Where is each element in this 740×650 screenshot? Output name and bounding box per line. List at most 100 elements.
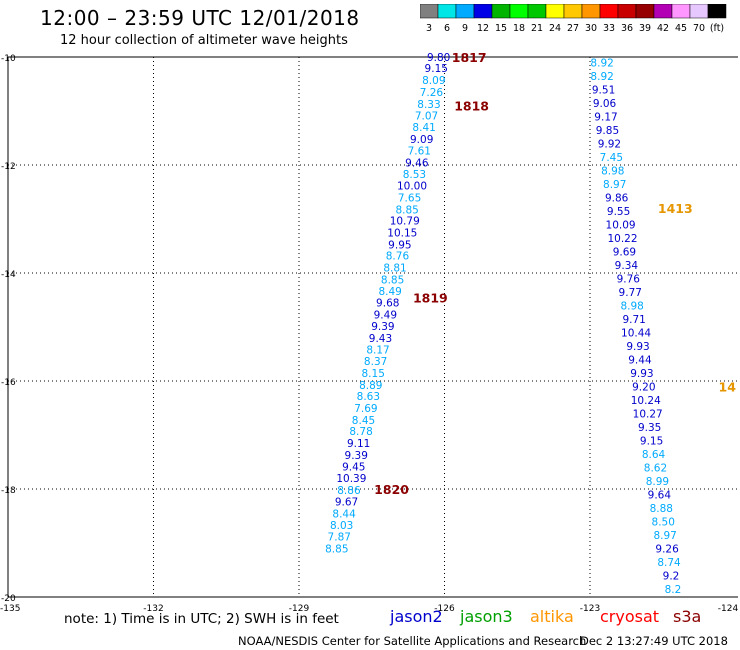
wave-height-value: 8.74 — [657, 557, 681, 569]
wave-height-value: 8.17 — [366, 345, 389, 357]
wave-height-value: 10.00 — [397, 181, 427, 193]
color-label: 27 — [567, 23, 579, 34]
wave-height-value: 9.55 — [607, 206, 630, 218]
wave-height-value: 8.44 — [332, 508, 356, 520]
y-tick-label: -16 — [1, 378, 16, 388]
color-label: 42 — [657, 23, 669, 34]
wave-height-value: 9.15 — [425, 63, 448, 75]
wave-height-value: 8.85 — [381, 274, 404, 286]
wave-height-value: 7.69 — [354, 403, 377, 415]
wave-height-value: 8.81 — [383, 263, 406, 275]
pass-time-label: 1413 — [658, 201, 693, 216]
chart-subtitle: 12 hour collection of altimeter wave hei… — [60, 33, 348, 48]
wave-height-value: 10.27 — [633, 408, 663, 420]
wave-height-value: 9.93 — [626, 341, 649, 353]
wave-height-value: 9.80 — [427, 52, 450, 64]
wave-height-value: 10.22 — [607, 233, 637, 245]
x-tick-label: -132 — [143, 604, 163, 614]
wave-height-value: 8.92 — [590, 57, 613, 69]
legend-cryosat: cryosat — [600, 607, 660, 626]
color-label: 6 — [444, 23, 450, 34]
wave-height-value: 7.61 — [408, 145, 431, 157]
wave-height-value: 9.44 — [628, 354, 652, 366]
color-label: 30 — [585, 23, 597, 34]
wave-height-value: 8.78 — [349, 426, 372, 438]
wave-height-value: 9.20 — [632, 381, 655, 393]
wave-height-value: 8.64 — [642, 449, 666, 461]
wave-height-value: 8.09 — [422, 75, 445, 87]
legend-jason3: jason3 — [460, 607, 513, 626]
y-tick-label: -12 — [1, 162, 16, 172]
x-tick-label: -123 — [580, 604, 600, 614]
wave-height-value: 9.69 — [613, 246, 636, 258]
wave-height-value: 8.86 — [337, 485, 361, 497]
x-tick-label: -129 — [289, 604, 310, 614]
wave-height-value: 9.46 — [405, 157, 429, 169]
color-label: 18 — [513, 23, 525, 34]
wave-height-value: 9.67 — [335, 496, 358, 508]
color-label: 33 — [603, 23, 615, 34]
wave-height-value: 9.64 — [648, 489, 672, 501]
legend-altika: altika — [530, 607, 574, 626]
wave-height-value: 9.39 — [371, 321, 394, 333]
color-scale-bar: 3 6 9 12 15 18 21 24 27 30 33 36 39 42 45 70 (ft) — [420, 4, 727, 34]
wave-height-value: 10.24 — [631, 395, 661, 407]
wave-height-value: 9.35 — [638, 422, 661, 434]
credit-line: NOAA/NESDIS Center for Satellite Applica… — [238, 634, 587, 648]
pass-time-label: 1819 — [413, 290, 448, 305]
wave-height-value: 8.53 — [403, 169, 426, 181]
wave-height-value: 8.49 — [378, 286, 401, 298]
wave-height-value: 7.45 — [600, 152, 623, 164]
wave-height-value: 8.45 — [352, 415, 375, 427]
wave-height-value: 8.97 — [653, 530, 676, 542]
wave-height-value: 9.85 — [596, 125, 619, 137]
wave-height-value: 8.85 — [395, 204, 418, 216]
pass-time-label: 1817 — [452, 50, 487, 65]
wave-height-value: 8.41 — [412, 122, 435, 134]
wave-height-value: 9.93 — [630, 368, 653, 380]
wave-height-value: 9.49 — [374, 310, 397, 322]
color-label: 24 — [549, 23, 561, 34]
wave-height-value: 9.2 — [663, 570, 680, 582]
wave-height-value: 8.03 — [330, 520, 353, 532]
y-tick-label: -18 — [1, 486, 16, 496]
wave-height-value: 8.89 — [359, 380, 382, 392]
wave-height-value: 10.79 — [390, 216, 420, 228]
wave-height-value: 9.71 — [622, 314, 645, 326]
wave-height-value: 8.85 — [325, 543, 348, 555]
color-label: 21 — [531, 23, 543, 34]
y-tick-label: -20 — [1, 594, 16, 604]
wave-height-value: 8.50 — [652, 516, 675, 528]
wave-height-value: 8.88 — [650, 503, 673, 515]
color-label: 70 — [693, 23, 705, 34]
wave-height-value: 9.86 — [605, 192, 629, 204]
wave-height-value: 8.92 — [590, 71, 613, 83]
wave-height-value: 9.68 — [376, 298, 399, 310]
color-label: 9 — [462, 23, 468, 34]
wave-height-plot: -10 -12 -14 -16 -18 -20-135 -132 -129 -126 -123 -1… — [0, 50, 738, 614]
wave-height-value: 9.15 — [640, 435, 663, 447]
pass-time-label: 14 — [719, 379, 737, 394]
wave-height-value: 9.45 — [342, 461, 365, 473]
wave-height-value: 8.33 — [417, 99, 440, 111]
color-label: 15 — [495, 23, 507, 34]
wave-height-value: 8.2 — [665, 584, 682, 596]
wave-height-value: 9.06 — [593, 98, 617, 110]
wave-height-value: 9.76 — [617, 273, 641, 285]
wave-height-value: 8.97 — [603, 179, 626, 191]
color-label: 3 — [426, 23, 432, 34]
legend-jason2: jason2 — [390, 607, 443, 626]
color-label: 39 — [639, 23, 651, 34]
wave-height-value: 9.77 — [619, 287, 642, 299]
wave-height-value: 8.99 — [646, 476, 669, 488]
wave-height-value: 7.26 — [420, 87, 444, 99]
wave-height-value: 9.43 — [369, 333, 392, 345]
wave-height-value: 8.76 — [386, 251, 410, 263]
color-swatch — [707, 4, 727, 19]
y-tick-label: -10 — [1, 54, 16, 64]
pass-time-label: 1820 — [374, 482, 409, 497]
wave-height-value: 8.62 — [644, 462, 667, 474]
x-tick-label: -135 — [0, 604, 20, 614]
color-label: 45 — [675, 23, 687, 34]
wave-height-value: 9.34 — [615, 260, 639, 272]
